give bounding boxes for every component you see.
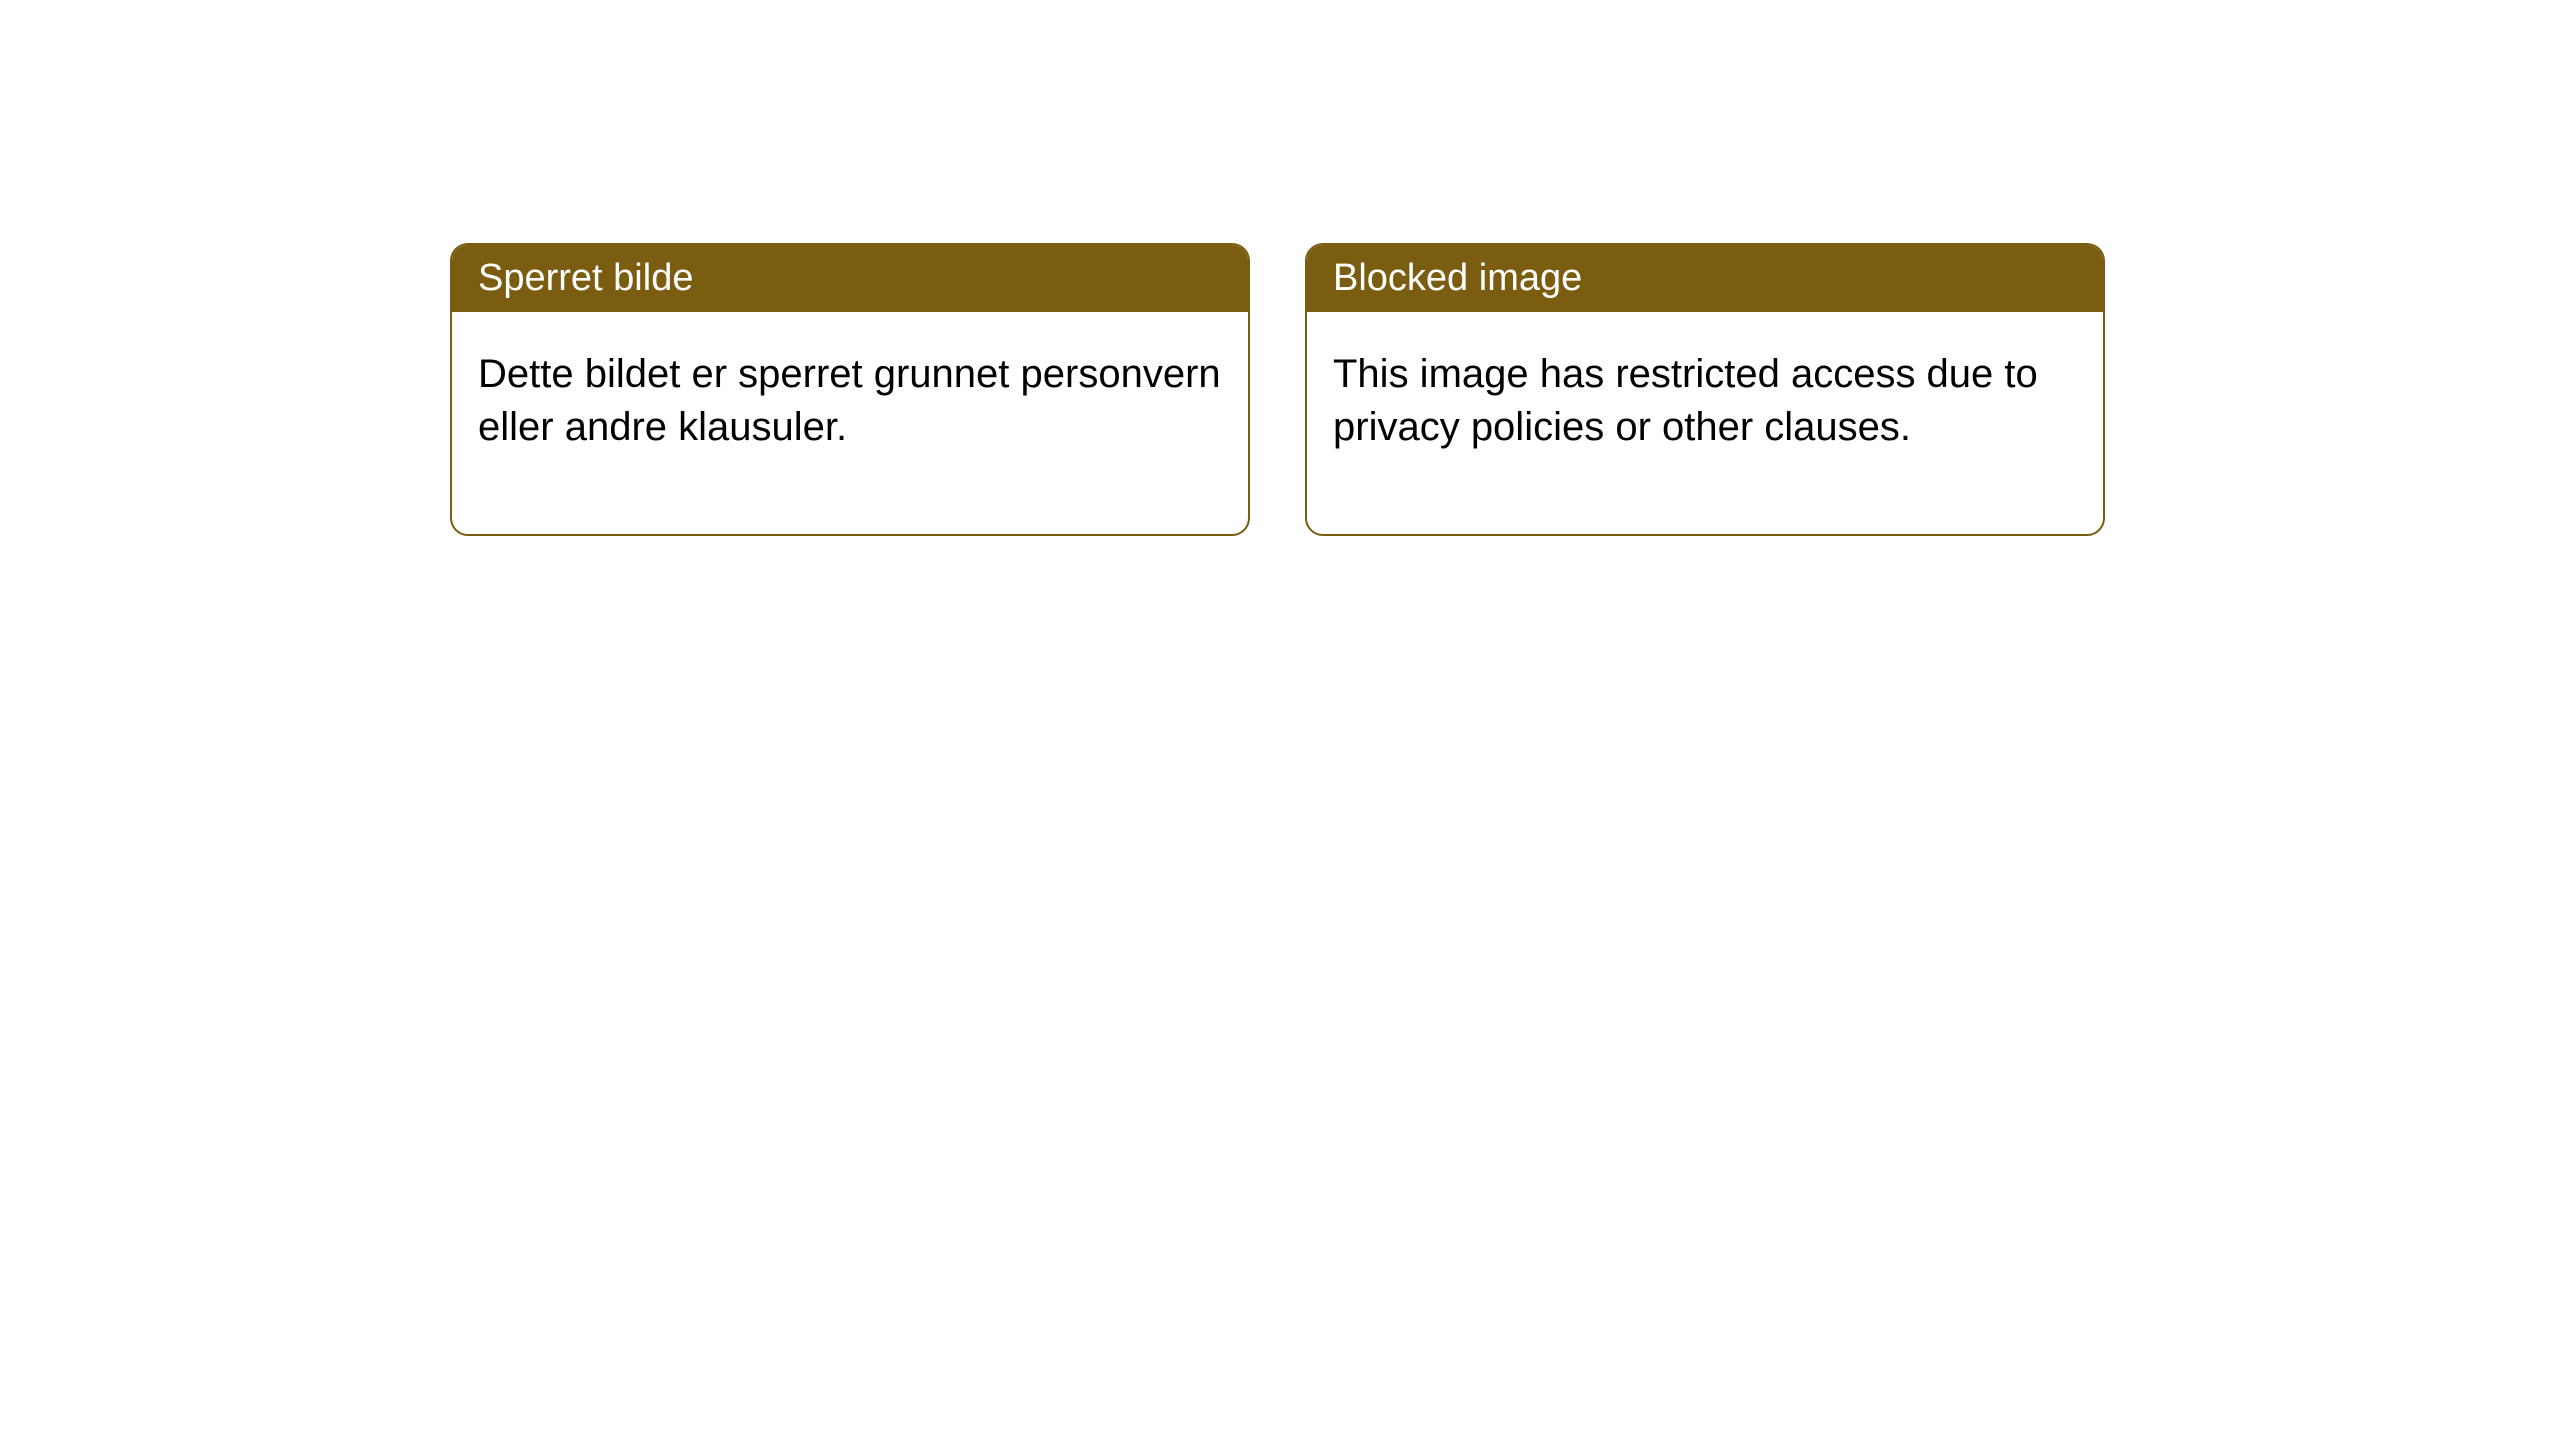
notice-card-norwegian: Sperret bilde Dette bildet er sperret gr… [450,243,1250,536]
notice-card-english: Blocked image This image has restricted … [1305,243,2105,536]
card-header: Sperret bilde [452,245,1248,312]
card-body: This image has restricted access due to … [1307,312,2103,534]
card-title: Sperret bilde [478,257,693,299]
card-title: Blocked image [1333,257,1582,299]
card-header: Blocked image [1307,245,2103,312]
card-body: Dette bildet er sperret grunnet personve… [452,312,1248,534]
card-body-text: Dette bildet er sperret grunnet personve… [478,352,1221,449]
notice-cards-container: Sperret bilde Dette bildet er sperret gr… [450,243,2560,536]
card-body-text: This image has restricted access due to … [1333,352,2038,449]
